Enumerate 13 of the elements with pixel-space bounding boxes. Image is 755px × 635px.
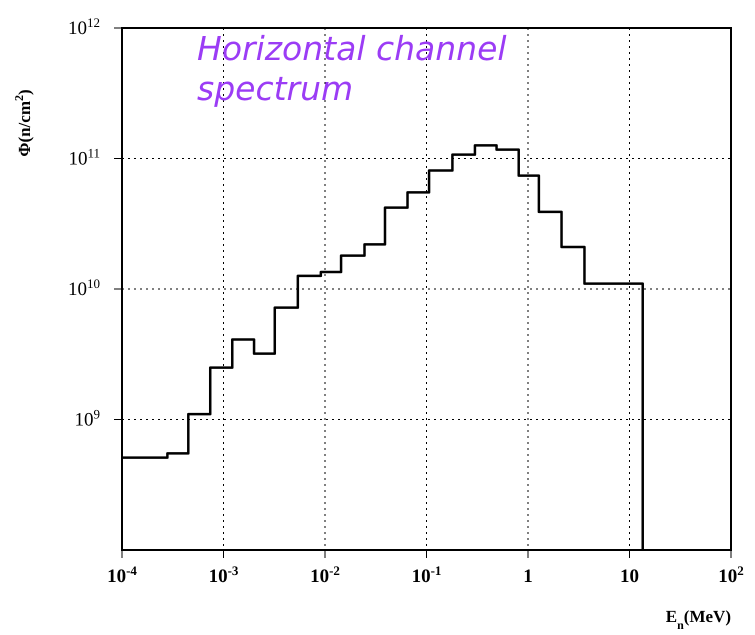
- x-axis-title: E$_{n}$(MeV): [666, 607, 731, 632]
- y-tick-label: 10$^{9}$: [74, 406, 100, 430]
- y-tick-label: 10$^{10}$: [68, 276, 100, 300]
- x-tick-label: 10$^{2}$: [718, 562, 744, 587]
- x-tick-label: 10: [620, 566, 639, 587]
- x-tick-label: 10$^{-4}$: [107, 562, 138, 587]
- x-tick-label: 1: [523, 566, 533, 587]
- x-tick-label: 10$^{-2}$: [310, 562, 340, 587]
- y-tick-label: 10$^{11}$: [68, 145, 100, 170]
- text: Horizontal channel spectrum: [197, 29, 507, 108]
- x-tick-label: 10$^{-1}$: [412, 562, 442, 587]
- y-tick-label: 10$^{12}$: [68, 14, 100, 39]
- x-tick-label: 10$^{-3}$: [208, 562, 239, 587]
